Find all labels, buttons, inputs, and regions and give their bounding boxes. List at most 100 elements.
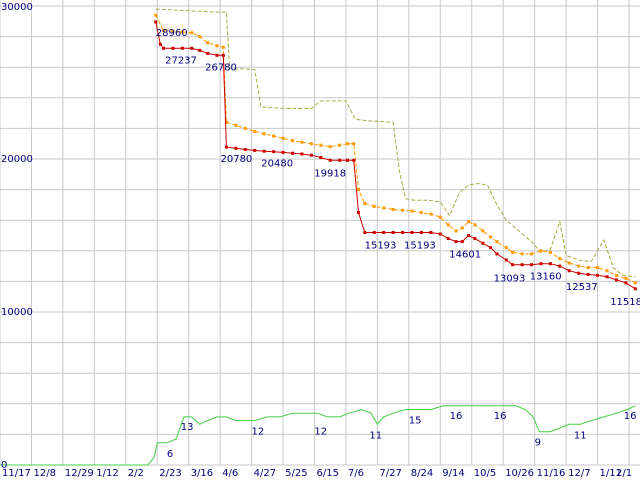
lowest-price-marker	[548, 262, 552, 266]
data-label: 15	[409, 416, 422, 427]
average-price-marker	[558, 257, 562, 260]
average-price-marker	[614, 273, 618, 277]
data-label: 16	[450, 411, 463, 422]
lowest-price-marker	[338, 158, 342, 162]
data-label: 15193	[404, 241, 436, 252]
lowest-price-marker	[382, 231, 386, 234]
lowest-price-marker	[198, 48, 202, 52]
x-axis-label: 2/23	[159, 468, 181, 479]
average-price-marker	[520, 252, 524, 256]
data-label: 14601	[449, 250, 481, 261]
y-axis-label: 20000	[1, 154, 33, 165]
lowest-price-marker	[438, 232, 442, 236]
lowest-price-marker	[309, 153, 313, 157]
average-price-marker	[530, 252, 533, 256]
x-axis-label: 9/14	[442, 468, 464, 479]
average-price-marker	[577, 264, 581, 268]
average-price-marker	[504, 246, 508, 250]
average-price-marker	[633, 281, 637, 285]
lowest-price-marker	[401, 231, 405, 234]
highest-price-line	[155, 8, 636, 278]
x-axis-label: 12/8	[34, 468, 56, 479]
y-axis-label: 0	[1, 460, 7, 471]
average-price-marker	[438, 215, 442, 219]
x-axis-label: 11/16	[537, 468, 566, 479]
average-price-marker	[352, 142, 356, 146]
data-label: 19918	[314, 168, 346, 179]
data-label: 11	[369, 430, 382, 441]
average-price-marker	[460, 226, 464, 230]
average-price-marker	[489, 235, 493, 239]
x-axis-label: 4/27	[254, 468, 276, 479]
lowest-price-marker	[567, 269, 571, 273]
average-price-marker	[419, 211, 423, 215]
lowest-price-marker	[539, 262, 543, 266]
average-price-marker	[363, 201, 367, 205]
lowest-price-marker	[180, 46, 184, 50]
lowest-price-marker	[446, 237, 450, 241]
lowest-price-marker	[511, 263, 515, 267]
store-count-line	[0, 405, 636, 466]
lowest-price-marker	[154, 20, 158, 24]
average-price-marker	[262, 132, 266, 136]
average-price-marker	[596, 266, 599, 270]
x-axis-label: 12/7	[568, 468, 590, 479]
average-price-marker	[391, 208, 395, 211]
lowest-price-marker	[352, 158, 356, 162]
lowest-price-marker	[319, 156, 323, 159]
data-label: 16	[624, 411, 637, 422]
average-price-marker	[224, 120, 228, 124]
lowest-price-marker	[346, 158, 349, 162]
data-label: 6	[167, 449, 173, 460]
average-price-marker	[548, 250, 552, 254]
average-price-marker	[328, 145, 332, 149]
x-axis-label: 10/5	[474, 468, 496, 479]
average-price-marker	[154, 13, 158, 17]
data-label: 27237	[165, 55, 197, 66]
average-price-marker	[253, 130, 257, 133]
lowest-price-marker	[158, 42, 162, 46]
lowest-price-marker	[281, 150, 285, 154]
data-label: 26780	[205, 62, 237, 73]
data-label: 13	[181, 422, 194, 433]
average-price-marker	[467, 220, 471, 224]
lowest-price-marker	[391, 231, 395, 234]
data-label: 13093	[494, 274, 526, 285]
average-price-marker	[481, 229, 485, 233]
x-axis-label: 10/26	[505, 468, 534, 479]
data-label: 20480	[261, 159, 293, 170]
average-price-marker	[180, 30, 184, 34]
average-price-marker	[243, 126, 247, 130]
average-price-marker	[586, 266, 590, 270]
lowest-price-line	[155, 21, 636, 290]
x-axis-label: 1/11	[600, 468, 622, 479]
average-price-marker	[206, 41, 210, 45]
x-axis-label: 11/17	[2, 468, 31, 479]
lowest-price-marker	[410, 231, 414, 234]
lowest-price-marker	[504, 258, 508, 262]
average-price-marker	[281, 136, 285, 140]
x-axis-label: 6/15	[317, 468, 339, 479]
average-price-marker	[346, 142, 349, 146]
lowest-price-marker	[300, 152, 304, 156]
average-price-marker	[567, 261, 571, 265]
average-price-marker	[338, 143, 342, 147]
average-price-marker	[410, 209, 414, 213]
data-label: 12	[252, 427, 265, 438]
y-axis-label: 30000	[1, 2, 33, 13]
lowest-price-marker	[291, 151, 294, 155]
lowest-price-marker	[614, 278, 618, 282]
average-price-marker	[171, 29, 175, 33]
lowest-price-marker	[460, 240, 464, 244]
x-axis-label: 5/25	[285, 468, 307, 479]
average-price-marker	[429, 212, 433, 216]
lowest-price-marker	[272, 150, 276, 154]
lowest-price-marker	[454, 240, 458, 244]
data-label: 11518	[610, 297, 640, 308]
data-label: 12537	[566, 282, 598, 293]
average-price-marker	[382, 206, 386, 210]
average-price-marker	[605, 269, 609, 273]
